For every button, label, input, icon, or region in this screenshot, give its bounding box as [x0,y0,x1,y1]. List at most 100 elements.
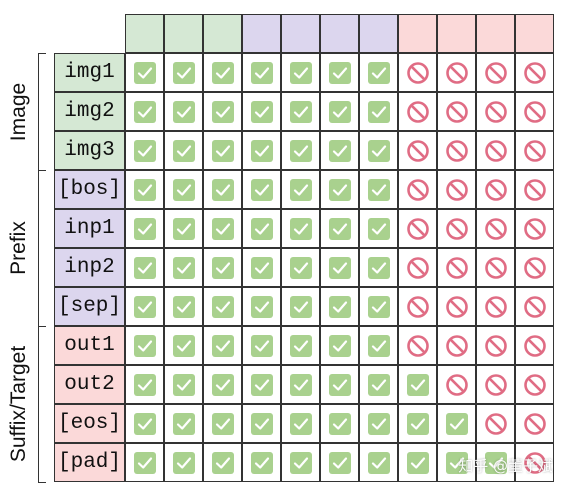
no-entry-icon [445,178,468,201]
column-header-cell [164,14,203,53]
mask-cell-allowed [125,326,164,365]
mask-cell-blocked [476,248,515,287]
row-label: inp1 [54,209,125,248]
mask-cell-blocked [515,131,554,170]
no-entry-icon [406,178,429,201]
no-entry-icon [523,334,546,357]
mask-cell-allowed [398,404,437,443]
no-entry-icon [484,256,507,279]
mask-cell-allowed [281,404,320,443]
row-label: out2 [54,365,125,404]
mask-cell-allowed [164,404,203,443]
mask-cell-blocked [476,404,515,443]
mask-cell-blocked [515,53,554,92]
check-icon [133,178,156,201]
check-icon [328,100,351,123]
check-icon [250,256,273,279]
mask-cell-allowed [281,287,320,326]
check-icon [211,451,234,474]
mask-cell-blocked [476,170,515,209]
column-header-cell [203,14,242,53]
check-icon [367,100,390,123]
mask-cell-blocked [398,209,437,248]
no-entry-icon [523,61,546,84]
no-entry-icon [445,61,468,84]
no-entry-icon [406,139,429,162]
no-entry-icon [484,61,507,84]
mask-cell-allowed [359,326,398,365]
check-icon [133,373,156,396]
mask-cell-allowed [125,92,164,131]
no-entry-icon [523,295,546,318]
column-header-cell [437,14,476,53]
check-icon [211,412,234,435]
no-entry-icon [484,139,507,162]
check-icon [133,100,156,123]
mask-cell-allowed [320,404,359,443]
check-icon [367,217,390,240]
mask-cell-allowed [203,53,242,92]
mask-cell-allowed [437,443,476,482]
mask-cell-blocked [398,248,437,287]
mask-cell-allowed [359,443,398,482]
no-entry-icon [445,100,468,123]
mask-cell-allowed [203,365,242,404]
check-icon [367,61,390,84]
group-label: Prefix [7,221,30,275]
no-entry-icon [445,334,468,357]
no-entry-icon [523,139,546,162]
check-icon [328,61,351,84]
mask-cell-blocked [476,287,515,326]
mask-cell-blocked [476,209,515,248]
check-icon [367,295,390,318]
mask-cell-allowed [281,92,320,131]
check-icon [367,451,390,474]
mask-cell-allowed [203,131,242,170]
check-icon [484,451,507,474]
mask-cell-blocked [437,170,476,209]
mask-cell-blocked [476,326,515,365]
column-header-cell [476,14,515,53]
no-entry-icon [406,256,429,279]
no-entry-icon [445,217,468,240]
mask-cell-allowed [320,443,359,482]
check-icon [250,61,273,84]
check-icon [367,178,390,201]
mask-cell-allowed [398,443,437,482]
mask-cell-blocked [398,287,437,326]
check-icon [328,373,351,396]
mask-cell-blocked [515,209,554,248]
check-icon [133,451,156,474]
check-icon [172,178,195,201]
check-icon [172,451,195,474]
mask-cell-allowed [242,287,281,326]
mask-cell-blocked [437,326,476,365]
mask-cell-allowed [164,248,203,287]
mask-cell-allowed [164,365,203,404]
check-icon [250,100,273,123]
mask-cell-allowed [125,248,164,287]
watermark-text: 知乎 @董子斌 [458,457,553,475]
mask-cell-blocked [398,92,437,131]
mask-cell-allowed [242,170,281,209]
check-icon [172,217,195,240]
check-icon [289,451,312,474]
check-icon [172,373,195,396]
row-label: img3 [54,131,125,170]
check-icon [406,451,429,474]
check-icon [211,61,234,84]
mask-cell-allowed [281,170,320,209]
mask-cell-blocked [437,92,476,131]
mask-cell-blocked [398,131,437,170]
check-icon [367,412,390,435]
mask-cell-allowed [320,209,359,248]
row-label: [pad] [54,443,125,482]
mask-cell-allowed [320,53,359,92]
mask-cell-allowed [164,443,203,482]
check-icon [289,100,312,123]
check-icon [289,256,312,279]
mask-cell-allowed [242,209,281,248]
mask-cell-allowed [320,92,359,131]
check-icon [211,178,234,201]
mask-cell-allowed [164,326,203,365]
